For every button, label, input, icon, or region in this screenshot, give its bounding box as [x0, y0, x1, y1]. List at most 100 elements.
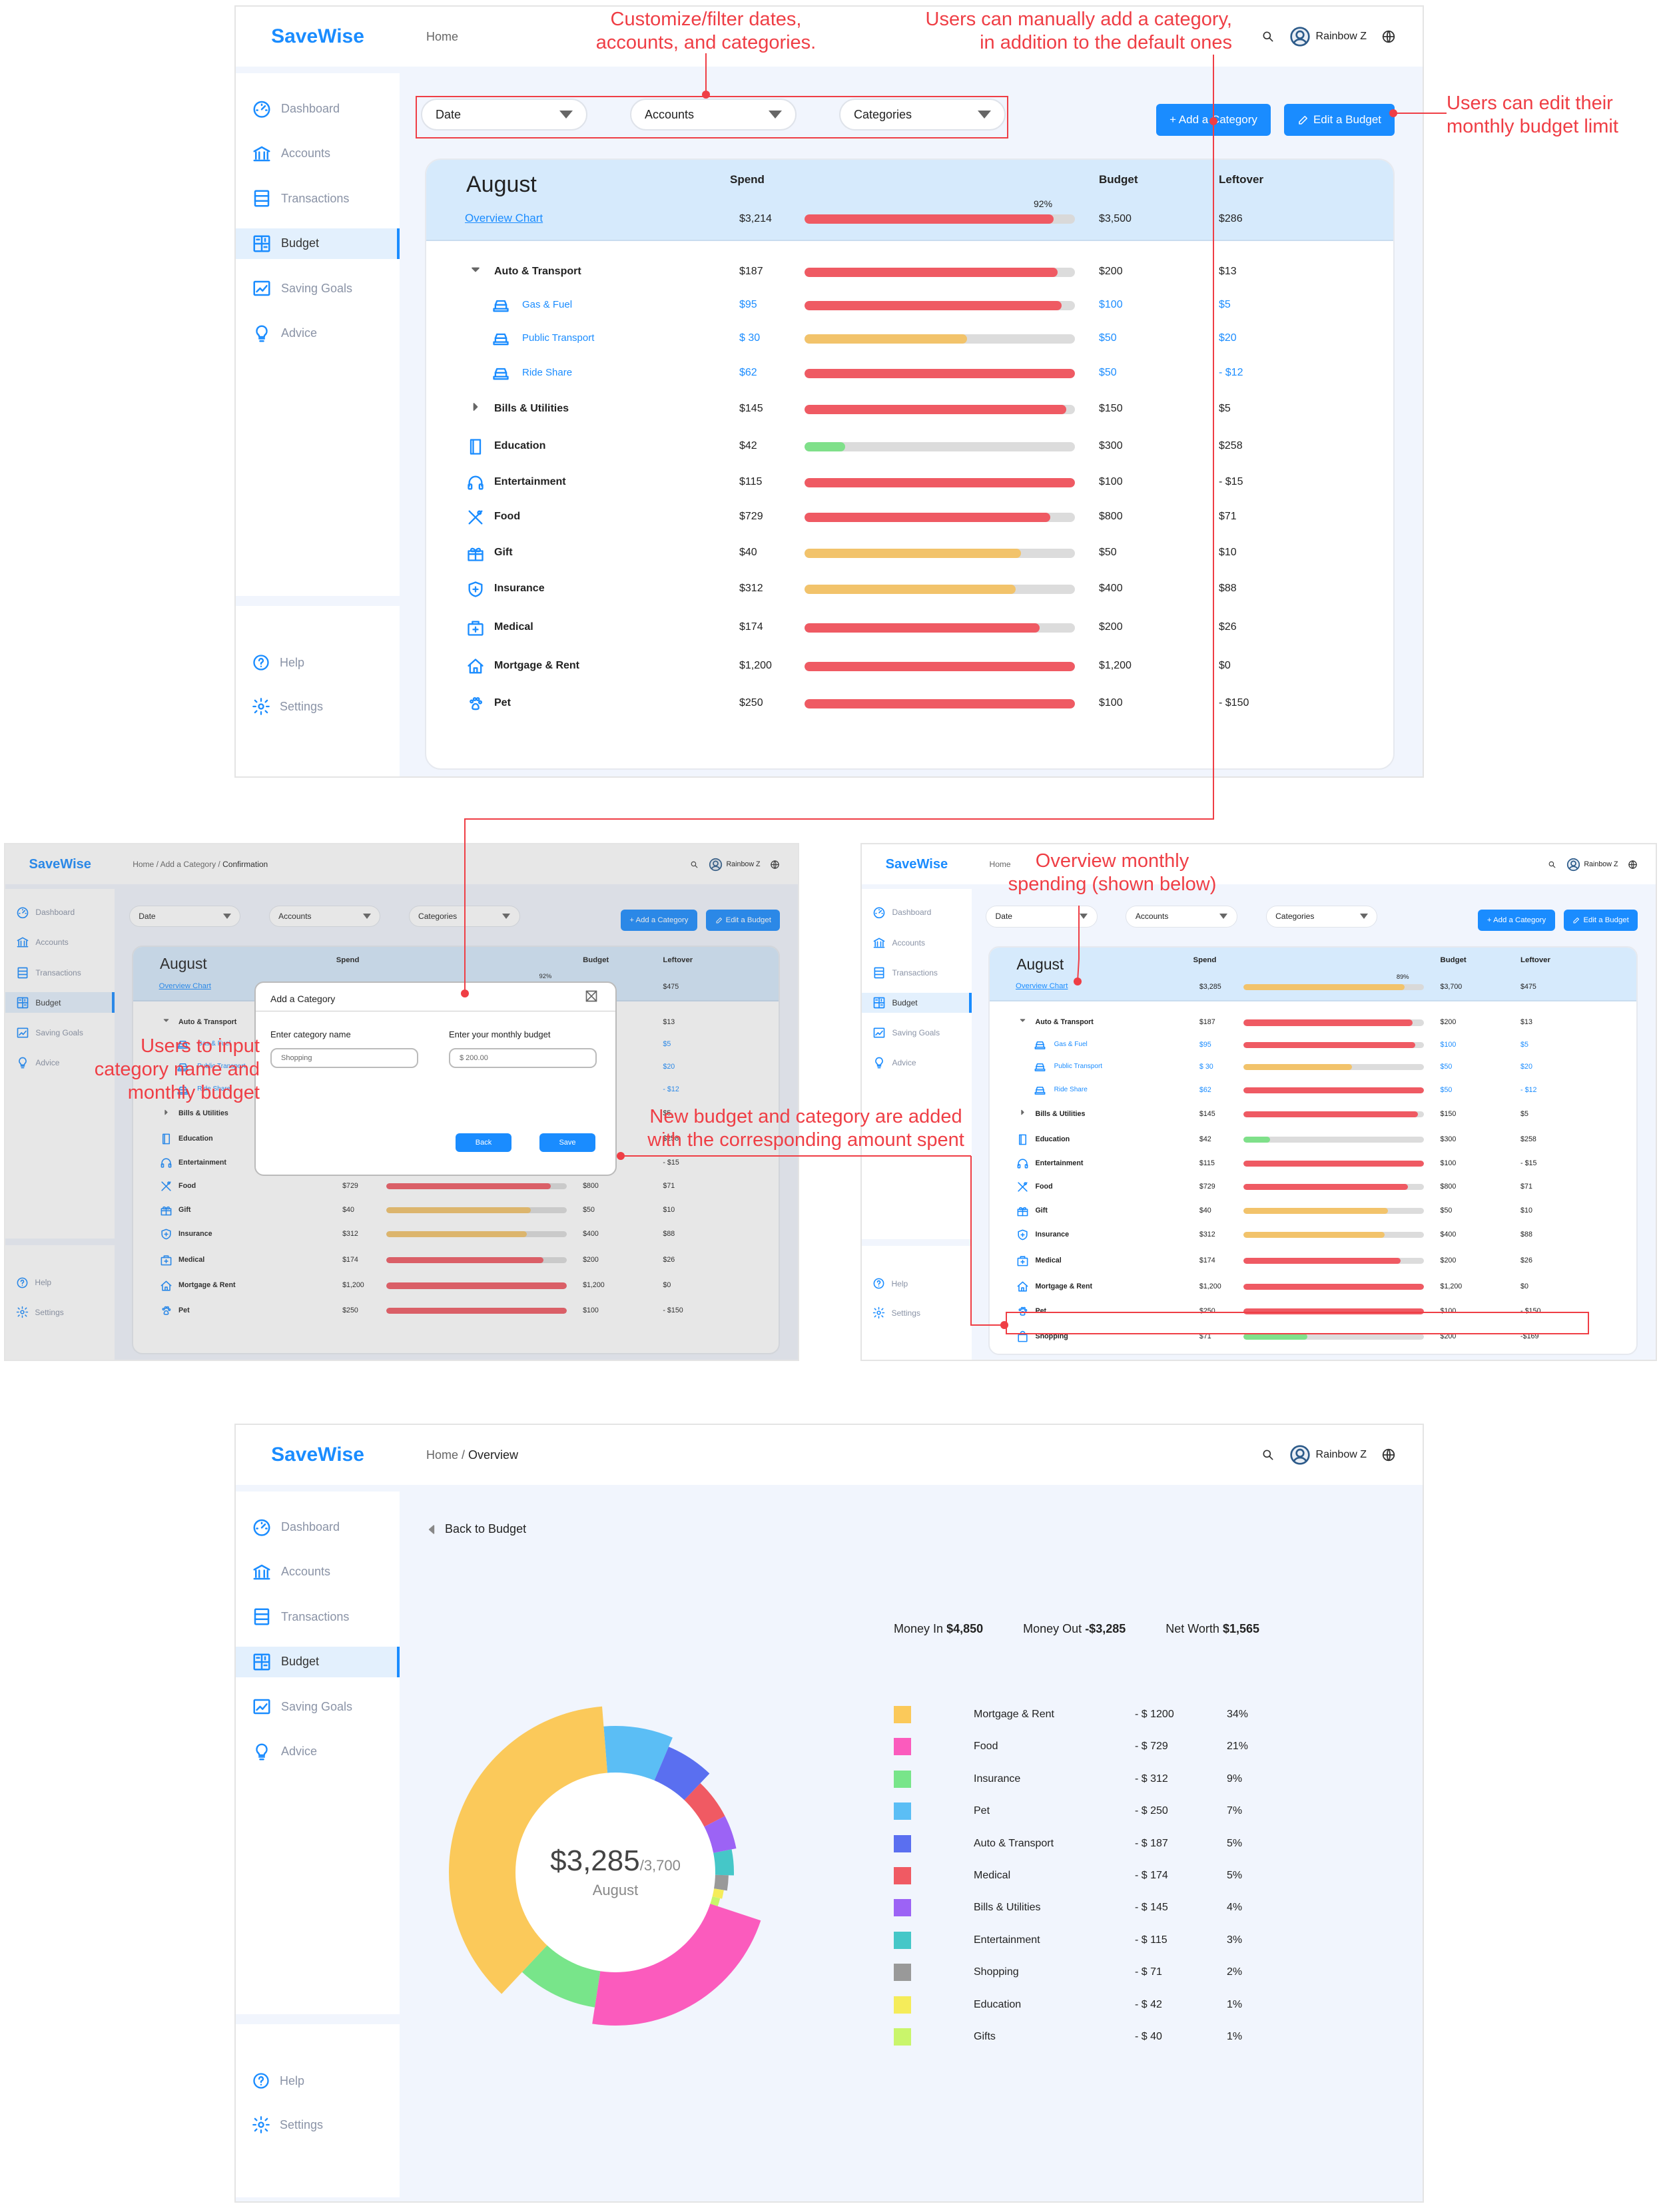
sidebar-item-settings[interactable]: Settings	[862, 1304, 972, 1322]
paw-icon	[470, 696, 483, 710]
budget-row[interactable]: Gift $40 $50 $10	[990, 1203, 1636, 1219]
sidebar-item-advice[interactable]: Advice	[5, 1053, 115, 1073]
budget-row[interactable]: Entertainment $115 $100 - $15	[426, 471, 1393, 494]
budget-row[interactable]: Insurance $312 $400 $88	[990, 1227, 1636, 1243]
back-to-budget-link[interactable]: Back to Budget	[425, 1522, 526, 1536]
sidebar-item-transactions[interactable]: Transactions	[236, 183, 400, 214]
budget-row[interactable]: Gift $40 $50 $10	[426, 542, 1393, 565]
sidebar-item-help[interactable]: Help	[236, 649, 400, 676]
sidebar-item-help[interactable]: Help	[236, 2068, 400, 2094]
budget-row[interactable]: Pet $250 $100 - $150	[990, 1304, 1636, 1319]
avatar[interactable]: Rainbow Z	[1289, 1444, 1367, 1466]
user-name: Rainbow Z	[1584, 860, 1618, 869]
budget-row[interactable]: Pet $250 $100 - $150	[426, 692, 1393, 715]
sidebar-item-dashboard[interactable]: Dashboard	[236, 93, 400, 124]
sidebar-item-budget[interactable]: Budget	[236, 228, 400, 259]
sidebar-item-accounts[interactable]: Accounts	[236, 1557, 400, 1587]
sidebar-item-settings[interactable]: Settings	[236, 2111, 400, 2138]
breadcrumb-home[interactable]: Home / Add a Category /	[133, 860, 223, 870]
overview-chart-link[interactable]: Overview Chart	[159, 981, 211, 990]
budget-row[interactable]: Insurance $312 $400 $88	[133, 1227, 779, 1242]
category-name-input[interactable]: Shopping	[270, 1048, 418, 1068]
brand-logo[interactable]: SaveWise	[236, 1425, 400, 1485]
sidebar-item-saving-goals[interactable]: Saving Goals	[862, 1023, 972, 1043]
budget-row: Gas & Fuel $95 $100 $5	[426, 294, 1393, 317]
category-progress-fill	[1243, 1231, 1385, 1239]
sidebar-item-transactions[interactable]: Transactions	[862, 962, 972, 983]
sidebar-item-accounts[interactable]: Accounts	[236, 138, 400, 169]
budget-row[interactable]: Mortgage & Rent $1,200 $1,200 $0	[990, 1279, 1636, 1294]
budget-row[interactable]: Medical $174 $200 $26	[990, 1253, 1636, 1268]
budget-row[interactable]: Education $42 $300 $258	[990, 1132, 1636, 1147]
breadcrumb[interactable]: Home / Add a Category / Confirmation	[133, 860, 268, 869]
budget-row[interactable]: Entertainment $115 $100 - $15	[990, 1156, 1636, 1171]
budget-row[interactable]: Food $729 $800 $71	[426, 506, 1393, 529]
budget-row[interactable]: Gift $40 $50 $10	[133, 1203, 779, 1218]
sidebar-item-transactions[interactable]: Transactions	[5, 962, 115, 983]
book-icon	[470, 439, 482, 455]
budget-row[interactable]: Auto & Transport $187 $200 $13	[426, 261, 1393, 284]
sidebar-item-advice[interactable]: Advice	[236, 1737, 400, 1767]
budget-row[interactable]: Bills & Utilities $145 $150 $5	[426, 398, 1393, 421]
brand-logo[interactable]: SaveWise	[5, 844, 115, 885]
sidebar-item-dashboard[interactable]: Dashboard	[5, 902, 115, 923]
breadcrumb[interactable]: Home / Overview	[426, 1448, 518, 1462]
category-name: Bills & Utilities	[1035, 1110, 1086, 1119]
category-name: Gift	[494, 547, 513, 558]
budget-row[interactable]: Insurance $312 $400 $88	[426, 578, 1393, 601]
avatar[interactable]: Rainbow Z	[1289, 26, 1367, 47]
budget-amount-input[interactable]: $ 200.00	[449, 1048, 597, 1068]
sidebar-item-transactions[interactable]: Transactions	[236, 1601, 400, 1632]
sidebar-item-help[interactable]: Help	[5, 1274, 115, 1292]
sidebar-item-settings[interactable]: Settings	[5, 1303, 115, 1321]
save-button[interactable]: Save	[539, 1133, 595, 1152]
sidebar-item-budget[interactable]: Budget	[862, 992, 972, 1013]
accounts-dropdown[interactable]: Accounts	[268, 906, 380, 928]
back-button[interactable]: Back	[456, 1133, 511, 1152]
budget-row[interactable]: Pet $250 $100 - $150	[133, 1303, 779, 1318]
sidebar-item-saving-goals[interactable]: Saving Goals	[236, 273, 400, 304]
categories-dropdown[interactable]: Categories	[1265, 906, 1378, 928]
sidebar-item-settings[interactable]: Settings	[236, 693, 400, 720]
legend-category: Food	[974, 1741, 998, 1753]
breadcrumb-home[interactable]: Home	[426, 29, 459, 43]
budget-row[interactable]: Medical $174 $200 $26	[133, 1252, 779, 1268]
budget-row[interactable]: Bills & Utilities $145 $150 $5	[990, 1107, 1636, 1122]
sidebar-item-saving-goals[interactable]: Saving Goals	[236, 1691, 400, 1722]
sidebar-item-saving-goals[interactable]: Saving Goals	[5, 1022, 115, 1043]
sidebar-item-budget[interactable]: Budget	[5, 992, 115, 1013]
budget-row[interactable]: Mortgage & Rent $1,200 $1,200 $0	[133, 1278, 779, 1294]
budget-row[interactable]: Medical $174 $200 $26	[426, 617, 1393, 639]
sidebar-item-dashboard[interactable]: Dashboard	[862, 902, 972, 923]
book-icon	[162, 1133, 170, 1145]
add-category-button[interactable]: + Add a Category	[1156, 104, 1271, 136]
date-dropdown[interactable]: Date	[129, 906, 240, 928]
sidebar-item-advice[interactable]: Advice	[236, 318, 400, 349]
sidebar-item-accounts[interactable]: Accounts	[5, 932, 115, 953]
edit-budget-button[interactable]: Edit a Budget	[1564, 909, 1638, 931]
add-category-button[interactable]: + Add a Category	[1478, 909, 1555, 931]
budget-row[interactable]: Mortgage & Rent $1,200 $1,200 $0	[426, 655, 1393, 678]
overview-chart-link[interactable]: Overview Chart	[1016, 981, 1068, 990]
budget-row[interactable]: Food $729 $800 $71	[990, 1179, 1636, 1195]
budget-row[interactable]: Auto & Transport $187 $200 $13	[990, 1015, 1636, 1030]
close-icon[interactable]	[585, 989, 598, 1003]
avatar[interactable]: Rainbow Z	[1566, 858, 1618, 872]
sidebar-item-accounts[interactable]: Accounts	[862, 932, 972, 953]
sidebar-item-help[interactable]: Help	[862, 1274, 972, 1292]
breadcrumb-home[interactable]: Home /	[426, 1448, 469, 1462]
edit-budget-button[interactable]: Edit a Budget	[1284, 104, 1395, 136]
budget-row[interactable]: Food $729 $800 $71	[133, 1179, 779, 1194]
budget-row[interactable]: Education $42 $300 $258	[426, 435, 1393, 458]
date-dropdown[interactable]: Date	[986, 906, 1098, 928]
sidebar-item-budget[interactable]: Budget	[236, 1646, 400, 1677]
sidebar-item-advice[interactable]: Advice	[862, 1053, 972, 1073]
brand-logo[interactable]: SaveWise	[236, 7, 400, 67]
accounts-dropdown[interactable]: Accounts	[1126, 906, 1237, 928]
breadcrumb[interactable]: Home	[426, 30, 458, 44]
sidebar-item-label: Dashboard	[281, 1520, 340, 1533]
brand-logo[interactable]: SaveWise	[862, 844, 972, 885]
category-progress-bar	[1243, 1283, 1425, 1290]
overview-chart-link[interactable]: Overview Chart	[465, 212, 543, 224]
sidebar-item-dashboard[interactable]: Dashboard	[236, 1512, 400, 1542]
